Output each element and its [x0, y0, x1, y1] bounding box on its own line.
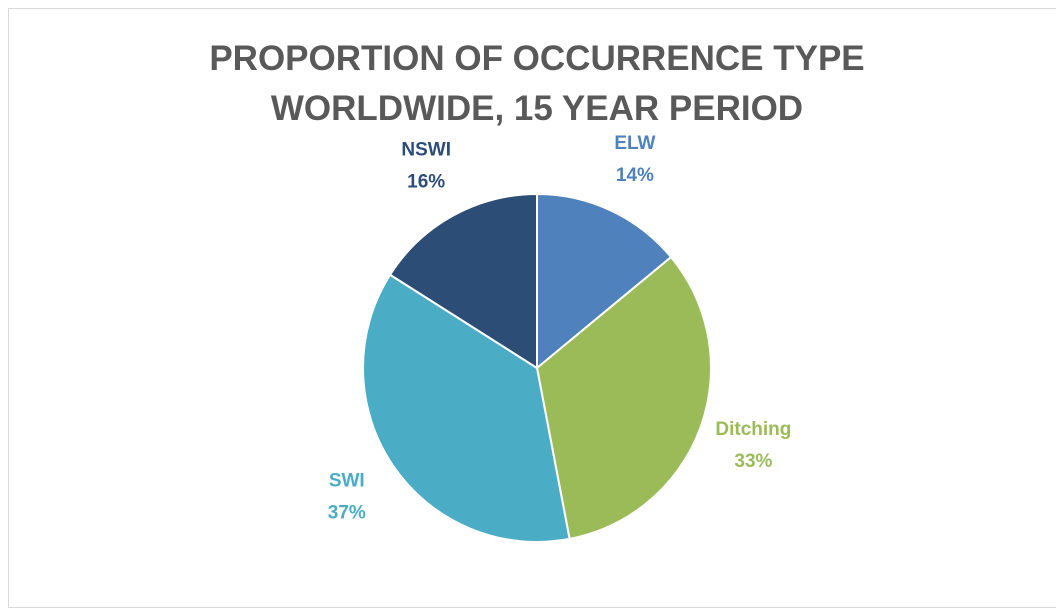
slice-label: Ditching	[715, 419, 791, 440]
pie-slice	[535, 255, 712, 541]
slice-label: SWI	[329, 470, 365, 491]
slice-label: NSWI	[401, 139, 451, 160]
slice-label: ELW	[614, 133, 655, 154]
slice-value-label: 33%	[734, 451, 772, 472]
slice-value-label: 37%	[328, 502, 366, 523]
slice-value-label: 16%	[407, 171, 445, 192]
pie-slice	[536, 192, 673, 371]
chart: ELW 14% Ditching 33% SWI 37% NSWI 16%	[328, 133, 791, 543]
slice-value-label: 14%	[616, 165, 654, 186]
pie-slice	[362, 273, 571, 543]
page: PROPORTION OF OCCURRENCE TYPE WORLDWIDE,…	[8, 8, 1056, 608]
chart-title: PROPORTION OF OCCURRENCE TYPE WORLDWIDE,…	[209, 39, 865, 128]
pie-slice	[388, 192, 538, 370]
